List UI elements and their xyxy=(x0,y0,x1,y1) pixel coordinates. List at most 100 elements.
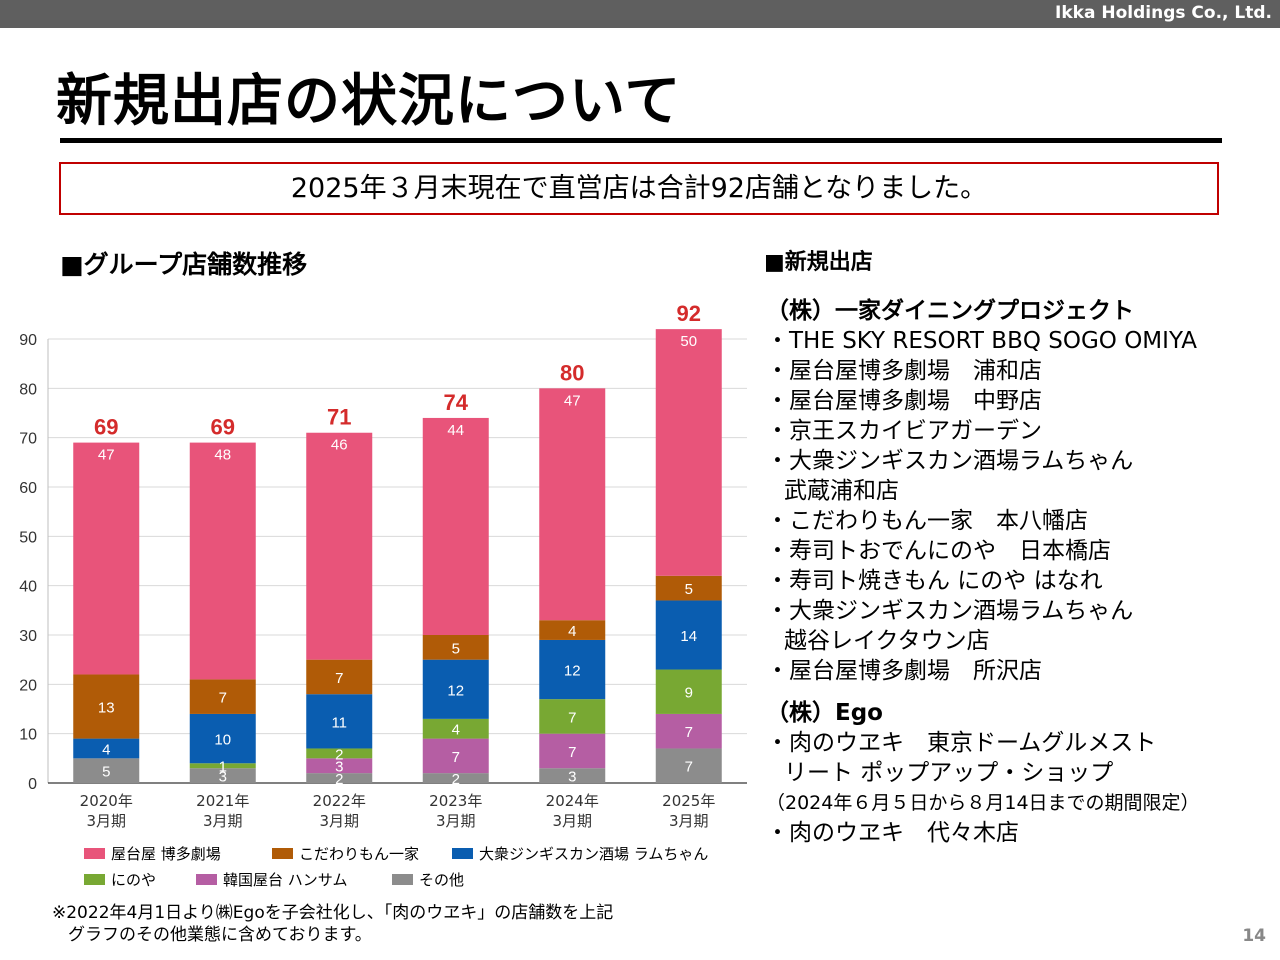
x-tick-label: 2025年 xyxy=(662,792,715,810)
company-heading: （株）Ego xyxy=(766,700,883,726)
data-label: 11 xyxy=(331,714,347,731)
store-item: ・京王スカイビアガーデン xyxy=(766,418,1042,444)
data-label: 7 xyxy=(219,690,227,707)
x-tick-label: 3月期 xyxy=(552,812,592,830)
data-label: 12 xyxy=(564,663,581,680)
data-label: 7 xyxy=(452,749,460,766)
y-tick-label: 70 xyxy=(19,431,37,448)
y-tick-label: 30 xyxy=(19,628,37,645)
bar-segment xyxy=(306,659,373,695)
legend-swatch xyxy=(196,873,217,885)
legend-swatch xyxy=(272,847,293,859)
total-label: 71 xyxy=(327,405,351,430)
bar-segment xyxy=(539,620,606,640)
y-tick-label: 60 xyxy=(19,480,37,497)
data-label: 47 xyxy=(564,392,581,409)
legend-item: 韓国屋台 ハンサム xyxy=(196,868,347,890)
data-label: 4 xyxy=(568,623,576,640)
section-heading-new-stores: ■新規出店 xyxy=(764,250,873,275)
x-tick-label: 2023年 xyxy=(429,792,482,810)
store-item: ・屋台屋博多劇場 浦和店 xyxy=(766,358,1042,384)
store-item: ・寿司トおでんにのや 日本橋店 xyxy=(766,538,1111,564)
legend-label: こだわりもん一家 xyxy=(299,844,420,863)
legend-swatch xyxy=(84,847,105,859)
legend-item: にのや xyxy=(84,868,156,890)
footnote-line: ※2022年4月1日より㈱Egoを子会社化し、「肉のウヱキ」の店舗数を上記 xyxy=(52,903,614,923)
store-item: ・THE SKY RESORT BBQ SOGO OMIYA xyxy=(766,328,1197,354)
bar-segment xyxy=(422,417,489,635)
bar-segment xyxy=(539,768,606,783)
bar-segment xyxy=(655,748,722,783)
top-bar: Ikka Holdings Co., Ltd. xyxy=(0,0,1280,28)
legend-item: 屋台屋 博多劇場 xyxy=(84,842,221,864)
data-label: 13 xyxy=(98,700,115,717)
y-tick-label: 10 xyxy=(19,727,37,744)
legend-swatch xyxy=(392,873,413,885)
legend-label: にのや xyxy=(111,870,157,889)
bar-segment xyxy=(539,733,606,769)
x-tick-label: 3月期 xyxy=(436,812,476,830)
bar-segment xyxy=(422,659,489,719)
footnote-line: グラフのその他業態に含めております。 xyxy=(68,925,372,945)
y-tick-label: 20 xyxy=(19,677,37,694)
x-tick-label: 3月期 xyxy=(319,812,359,830)
data-label: 12 xyxy=(447,682,464,699)
data-label: 7 xyxy=(335,670,343,687)
bar-segment xyxy=(655,600,722,670)
data-label: 10 xyxy=(214,732,231,749)
data-label: 5 xyxy=(102,764,110,781)
legend-swatch xyxy=(452,847,473,859)
data-label: 4 xyxy=(452,722,460,739)
bar-segment xyxy=(539,699,606,734)
total-label: 69 xyxy=(211,415,235,440)
x-tick-label: 3月期 xyxy=(669,812,709,830)
x-tick-label: 2020年 xyxy=(80,792,133,810)
y-tick-label: 0 xyxy=(28,776,37,793)
store-item: ・屋台屋博多劇場 所沢店 xyxy=(766,658,1042,684)
total-label: 74 xyxy=(444,390,469,415)
store-item-continued: 越谷レイクタウン店 xyxy=(784,628,990,654)
legend-item: こだわりもん一家 xyxy=(272,842,419,864)
x-tick-label: 3月期 xyxy=(203,812,243,830)
x-tick-label: 2022年 xyxy=(313,792,366,810)
data-label: 14 xyxy=(680,628,697,645)
total-label: 69 xyxy=(94,415,118,440)
notice-box: 2025年３月末現在で直営店は合計92店舗となりました。 xyxy=(59,162,1219,215)
bar-segment xyxy=(73,674,140,739)
data-label: 2 xyxy=(452,771,460,788)
bar-segment xyxy=(655,669,722,714)
total-label: 80 xyxy=(560,360,584,385)
store-item: ・こだわりもん一家 本八幡店 xyxy=(766,508,1088,534)
bar-segment xyxy=(539,388,606,621)
legend-item: 大衆ジンギスカン酒場 ラムちゃん xyxy=(452,842,708,864)
data-label: 4 xyxy=(102,741,110,758)
bar-segment xyxy=(422,635,489,660)
footnote: ※2022年4月1日より㈱Egoを子会社化し、「肉のウヱキ」の店舗数を上記 グラ… xyxy=(52,902,613,946)
company-heading: （株）一家ダイニングプロジェクト xyxy=(766,298,1134,324)
new-stores-list: （株）一家ダイニングプロジェクト ・THE SKY RESORT BBQ SOG… xyxy=(766,296,1266,848)
data-label: 3 xyxy=(335,759,343,776)
bar-segment xyxy=(189,768,256,783)
data-label: 2 xyxy=(335,746,343,763)
x-tick-label: 2024年 xyxy=(546,792,599,810)
bar-segment xyxy=(189,679,256,714)
data-label: 7 xyxy=(685,759,693,776)
bar-segment xyxy=(306,773,373,783)
bar-segment xyxy=(655,713,722,749)
legend-item: その他 xyxy=(392,868,464,890)
store-item: ・大衆ジンギスカン酒場ラムちゃん xyxy=(766,448,1134,474)
bar-segment xyxy=(189,442,256,680)
data-label: 9 xyxy=(685,685,693,702)
legend-label: 韓国屋台 ハンサム xyxy=(223,870,348,889)
bar-segment xyxy=(655,575,722,601)
y-tick-label: 90 xyxy=(19,332,37,349)
legend-label: その他 xyxy=(419,870,465,889)
x-tick-label: 3月期 xyxy=(86,812,126,830)
y-tick-label: 80 xyxy=(19,381,37,398)
store-item: ・大衆ジンギスカン酒場ラムちゃん xyxy=(766,598,1134,624)
x-tick-label: 2021年 xyxy=(196,792,249,810)
bar-segment xyxy=(73,738,140,759)
page-title: 新規出店の状況について xyxy=(56,69,682,134)
data-label: 1 xyxy=(219,759,227,776)
bar-segment xyxy=(422,738,489,774)
